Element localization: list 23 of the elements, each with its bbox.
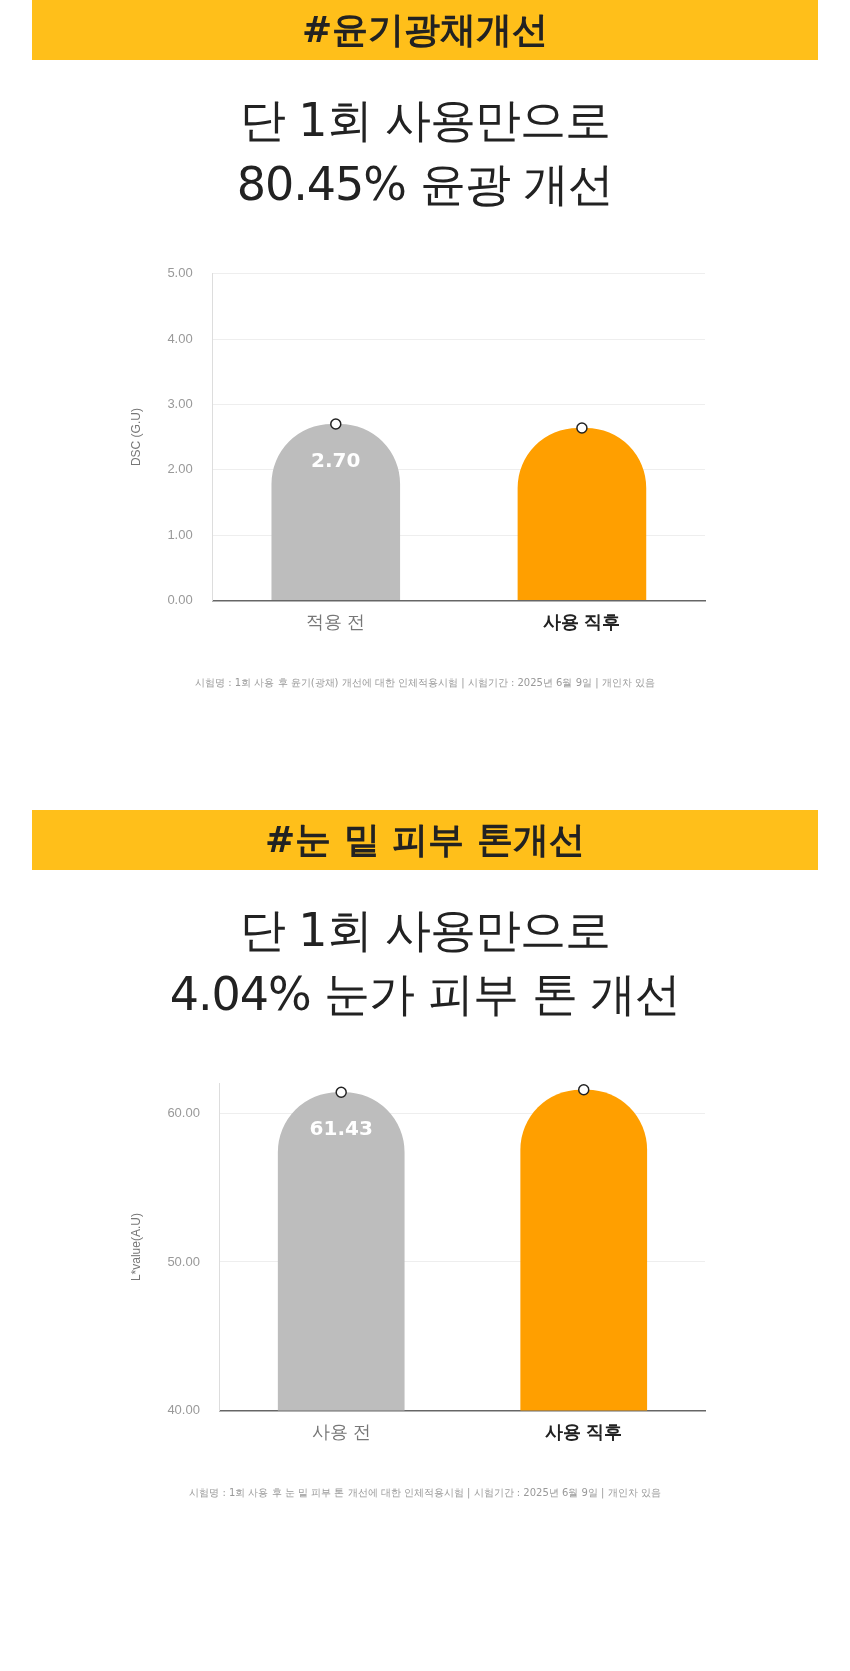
chart-subtitle: 단 1회 사용만으로 4.04% 눈가 피부 톤 개선 <box>168 902 682 1023</box>
data-label: 61.43 <box>309 1116 373 1141</box>
y-tick-label: 50.00 <box>167 1253 200 1269</box>
text: 시험명 : 1회 사용 후 윤기(광채) 개선에 대한 인체적용시험 | 시험기간 : 2025년 6월 9일 | 개인차 있음 <box>194 676 656 690</box>
y-tick-label: 1.00 <box>167 526 193 542</box>
chart-subtitle: 단 1회 사용만으로 80.45% 윤광 개선 <box>235 92 615 213</box>
x-tick-label: 적용 전 <box>306 612 366 633</box>
y-tick-label: 5.00 <box>167 265 193 281</box>
y-tick-label: 60.00 <box>167 1105 200 1121</box>
x-tick-label: 사용 직후 <box>543 612 621 633</box>
y-axis-title: DSC (G.U) <box>128 408 143 467</box>
y-tick-label: 3.00 <box>167 396 193 412</box>
y-axis-title: L*value(A.U) <box>128 1213 143 1282</box>
chart-title: #눈 밑 피부 톤개선 <box>32 810 818 870</box>
y-tick-label: 40.00 <box>167 1401 200 1417</box>
y-tick-label: 2.00 <box>167 461 193 477</box>
data-label: 2.70 <box>311 448 361 473</box>
y-tick-label: 0.00 <box>167 591 193 607</box>
x-tick-label: 사용 전 <box>311 1422 371 1443</box>
x-tick-label: 사용 직후 <box>545 1422 623 1443</box>
chart-title: #윤기광채개선 <box>32 0 818 60</box>
y-tick-label: 4.00 <box>167 330 193 346</box>
text: 시험명 : 1회 사용 후 눈 밑 피부 톤 개선에 대한 인체적용시험 | 시험기간 : 2025년 6월 9일 | 개인차 있음 <box>188 1486 662 1500</box>
